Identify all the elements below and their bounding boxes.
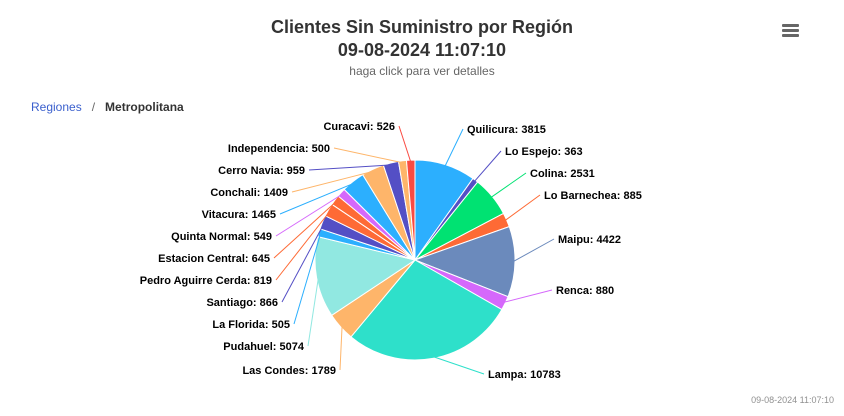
connector-renca (503, 289, 553, 303)
data-label-vitacura: Vitacura: 1465 (202, 209, 276, 221)
data-label-quinta-normal: Quinta Normal: 549 (171, 231, 272, 243)
connector-lo-espejo (473, 150, 502, 183)
connector-quinta-normal (275, 193, 343, 237)
connector-lo-barnechea (504, 194, 541, 222)
connector-la-florida (293, 233, 322, 325)
breadcrumb-separator: / (91, 100, 96, 114)
connector-lampa (432, 355, 485, 375)
pie-slice-curacavi[interactable] (405, 159, 416, 261)
chart-subtitle: haga click para ver detalles (349, 64, 495, 78)
data-label-renca: Renca: 880 (556, 285, 614, 297)
data-label-colina: Colina: 2531 (530, 168, 595, 180)
chart-title-line2: 09-08-2024 11:07:10 (337, 40, 507, 60)
pie-slice-pudahuel[interactable] (314, 236, 417, 317)
data-label-pedro-aguirre-cerda: Pedro Aguirre Cerda: 819 (140, 275, 272, 287)
data-label-santiago: Santiago: 866 (206, 297, 278, 309)
pie-slice-lampa[interactable] (350, 259, 503, 361)
chart-title-line1: Clientes Sin Suministro por Región (270, 17, 574, 37)
data-label-lo-espejo: Lo Espejo: 363 (505, 146, 583, 158)
breadcrumb-link-regiones[interactable]: Regiones (31, 100, 82, 114)
data-label-lo-barnechea: Lo Barnechea: 885 (544, 190, 642, 202)
connector-pudahuel (307, 277, 319, 347)
connector-santiago (281, 222, 325, 303)
breadcrumb-current: Metropolitana (105, 100, 184, 114)
connector-las-condes (339, 325, 343, 371)
data-label-la-florida: La Florida: 505 (212, 319, 290, 331)
pie-slice-maipu[interactable] (413, 225, 516, 298)
data-label-maipu: Maipu: 4422 (558, 234, 621, 246)
data-label-pudahuel: Pudahuel: 5074 (223, 341, 305, 353)
connector-maipu (512, 238, 555, 263)
hamburger-menu-icon[interactable] (782, 22, 806, 44)
breadcrumb: Regiones / Metropolitana (31, 100, 184, 114)
connector-quilicura (444, 128, 464, 167)
chart-footer-timestamp: 09-08-2024 11:07:10 (751, 395, 834, 405)
connector-curacavi (398, 125, 412, 163)
connector-conchali (291, 170, 374, 193)
data-label-las-condes: Las Condes: 1789 (242, 365, 336, 377)
data-label-lampa: Lampa: 10783 (488, 369, 561, 381)
data-label-quilicura: Quilicura: 3815 (467, 124, 546, 136)
data-label-cerro-navia: Cerro Navia: 959 (218, 165, 305, 177)
connector-pedro-aguirre-cerda (275, 210, 331, 281)
connector-independencia (333, 147, 403, 164)
connector-cerro-navia (308, 164, 392, 171)
data-label-conchali: Conchali: 1409 (210, 187, 288, 199)
connector-estacion-central (273, 200, 337, 259)
connector-vitacura (279, 182, 355, 215)
data-label-estacion-central: Estacion Central: 645 (158, 253, 270, 265)
data-label-independencia: Independencia: 500 (228, 143, 330, 155)
data-label-curacavi: Curacavi: 526 (323, 121, 395, 133)
connector-colina (490, 172, 527, 199)
